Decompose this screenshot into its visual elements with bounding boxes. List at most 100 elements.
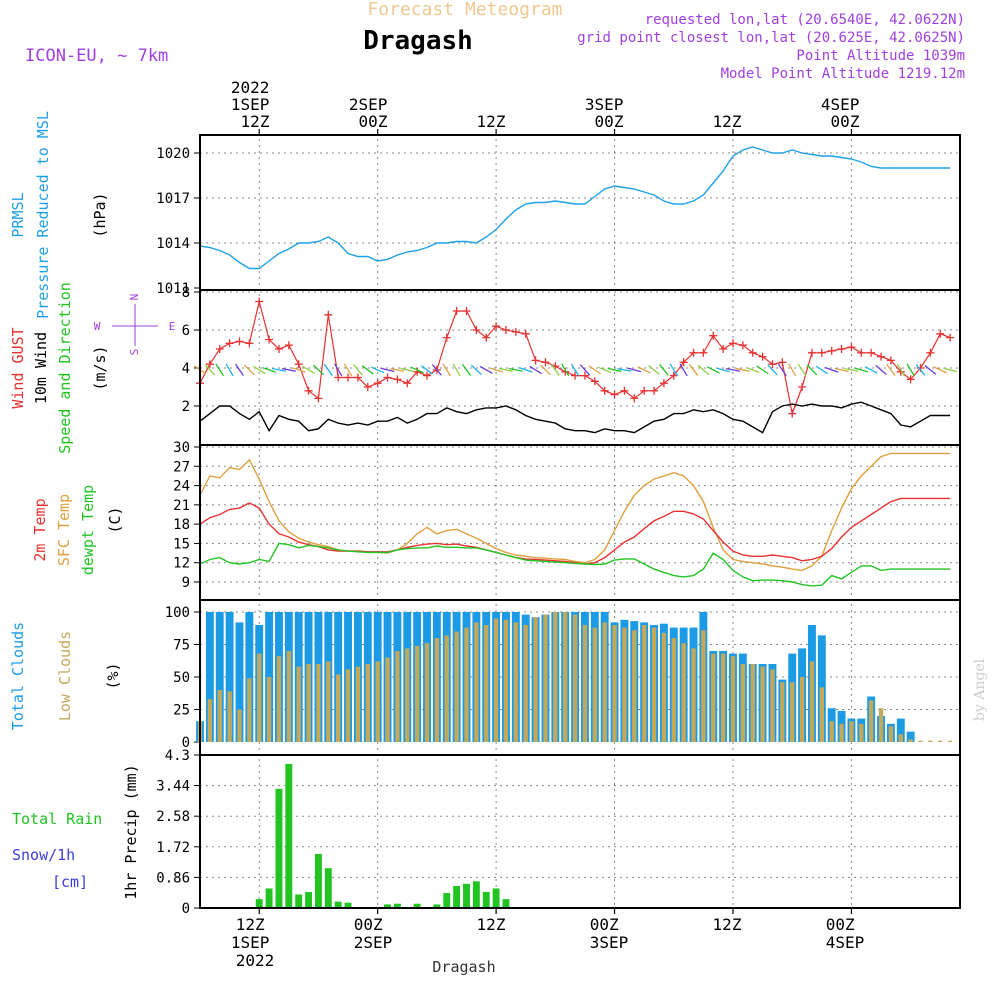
gust-marker [926, 348, 935, 357]
low-cloud-bar [484, 625, 489, 742]
gust-marker [393, 375, 402, 384]
wind-direction-arrow [706, 366, 720, 374]
y-tick-label: 18 [173, 517, 190, 533]
rain-label: Total Rain [12, 810, 102, 828]
gust-marker [531, 356, 540, 365]
rain-bar [482, 891, 490, 908]
low-cloud-bar [276, 656, 282, 742]
gust-marker [304, 386, 313, 395]
top-time-line: 1SEP [231, 95, 270, 114]
wind-direction-arrow [864, 366, 878, 374]
low-cloud-bar [316, 664, 321, 742]
gust-marker [650, 386, 659, 395]
wind-direction-arrow [431, 364, 442, 376]
low-cloud-bar [641, 625, 647, 742]
wind-direction-arrow [697, 364, 710, 375]
low-cloud-bar [622, 627, 627, 742]
gust-marker [452, 307, 461, 315]
low-cloud-bar [247, 678, 252, 742]
gust-marker [521, 329, 530, 338]
low-cloud-bar [563, 612, 568, 742]
total-cloud-bar [225, 612, 234, 742]
gust-marker [936, 329, 945, 338]
bottom-time-label: 12Z [477, 915, 506, 934]
wind-unit-label: (m/s) [91, 345, 109, 390]
wind-direction-arrow [806, 364, 818, 376]
low-cloud-bar [770, 669, 775, 742]
bottom-time-line: 3SEP [590, 933, 629, 952]
wind-direction-arrow [518, 367, 533, 373]
rain-bar [255, 899, 263, 908]
cloud-unit-label: (%) [104, 662, 122, 689]
wind-direction-arrow [234, 363, 245, 377]
dewpt-label: dewpt Temp [79, 485, 97, 575]
gust-marker [906, 375, 915, 384]
gust-marker [640, 386, 649, 395]
wind-direction-arrow [252, 365, 266, 375]
rain-bar [384, 904, 391, 908]
low-cloud-bar [809, 661, 815, 742]
compass-north: N [128, 294, 141, 301]
gust-marker [255, 297, 264, 306]
gust-marker [383, 373, 392, 382]
gust-label: Wind GUST [9, 327, 27, 408]
low-cloud-bar [691, 648, 696, 742]
pressure-panel-labels: PRMSL Pressure Reduced to MSL (hPa) [9, 111, 109, 319]
wind-direction-arrow [479, 365, 493, 374]
rain-bar [295, 894, 303, 908]
gust-marker [817, 348, 826, 357]
wind-direction-arrow [508, 367, 523, 372]
bottom-time-line: 00Z [826, 915, 855, 934]
low-cloud-bar [237, 709, 242, 742]
low-cloud-bar [868, 700, 874, 742]
low-cloud-bar [306, 664, 311, 742]
bottom-time-label: 00Z 3SEP [590, 915, 629, 952]
low-cloud-bar [671, 638, 676, 742]
pressure-line [199, 146, 951, 270]
rain-bar [413, 903, 421, 908]
low-cloud-bar [217, 690, 222, 742]
low-cloud-bar [908, 739, 913, 742]
low-cloud-bar [849, 721, 854, 742]
gust-marker [798, 383, 807, 391]
low-cloud-bar [632, 630, 637, 742]
wind-direction-arrow [302, 365, 315, 374]
model-name: ICON-EU, ~ 7km [25, 46, 168, 66]
temp-unit-label: (C) [106, 506, 124, 533]
clouds-panel: 100 75 50 25 0 [165, 605, 953, 751]
wind-direction-arrow [933, 366, 947, 374]
wind-direction-arrow [400, 367, 415, 373]
gust-marker [353, 373, 362, 382]
y-tick-label: 3.44 [156, 779, 190, 795]
gust-marker [659, 379, 668, 388]
wind-direction-arrow [915, 364, 926, 376]
bottom-time-label: 00Z 4SEP [826, 915, 865, 952]
top-time-line: 00Z [595, 112, 624, 131]
gust-marker [373, 379, 382, 388]
total-cloud-bar [896, 718, 905, 742]
top-time-label: 4SEP 00Z [821, 95, 869, 131]
rain-bar [324, 868, 332, 908]
grid-point-coords: grid point closest lon,lat (20.625E, 42.… [577, 30, 965, 46]
total-clouds-label: Total Clouds [9, 622, 27, 730]
total-cloud-bar [906, 731, 915, 742]
low-cloud-bar [572, 614, 578, 742]
gust-marker [324, 310, 333, 319]
wind-direction-arrow [597, 366, 612, 374]
low-cloud-bar [928, 740, 933, 742]
low-cloud-bar [395, 651, 400, 742]
rain-bar [285, 763, 293, 908]
rain-bar [463, 883, 470, 908]
precipitation-panel: 4.3 3.44 2.58 1.72 0.86 0 [156, 748, 960, 917]
gust-marker [225, 339, 234, 348]
low-cloud-bar [790, 682, 795, 742]
rain-bar [472, 881, 480, 908]
gust-marker [294, 360, 303, 369]
watermark: by Angel [972, 658, 988, 721]
snow-label: Snow/1h [12, 846, 75, 864]
low-cloud-bar [780, 682, 785, 742]
gust-marker [442, 333, 451, 342]
gust-marker [284, 341, 293, 350]
y-tick-label: 6 [182, 323, 190, 339]
gust-marker [788, 409, 797, 418]
